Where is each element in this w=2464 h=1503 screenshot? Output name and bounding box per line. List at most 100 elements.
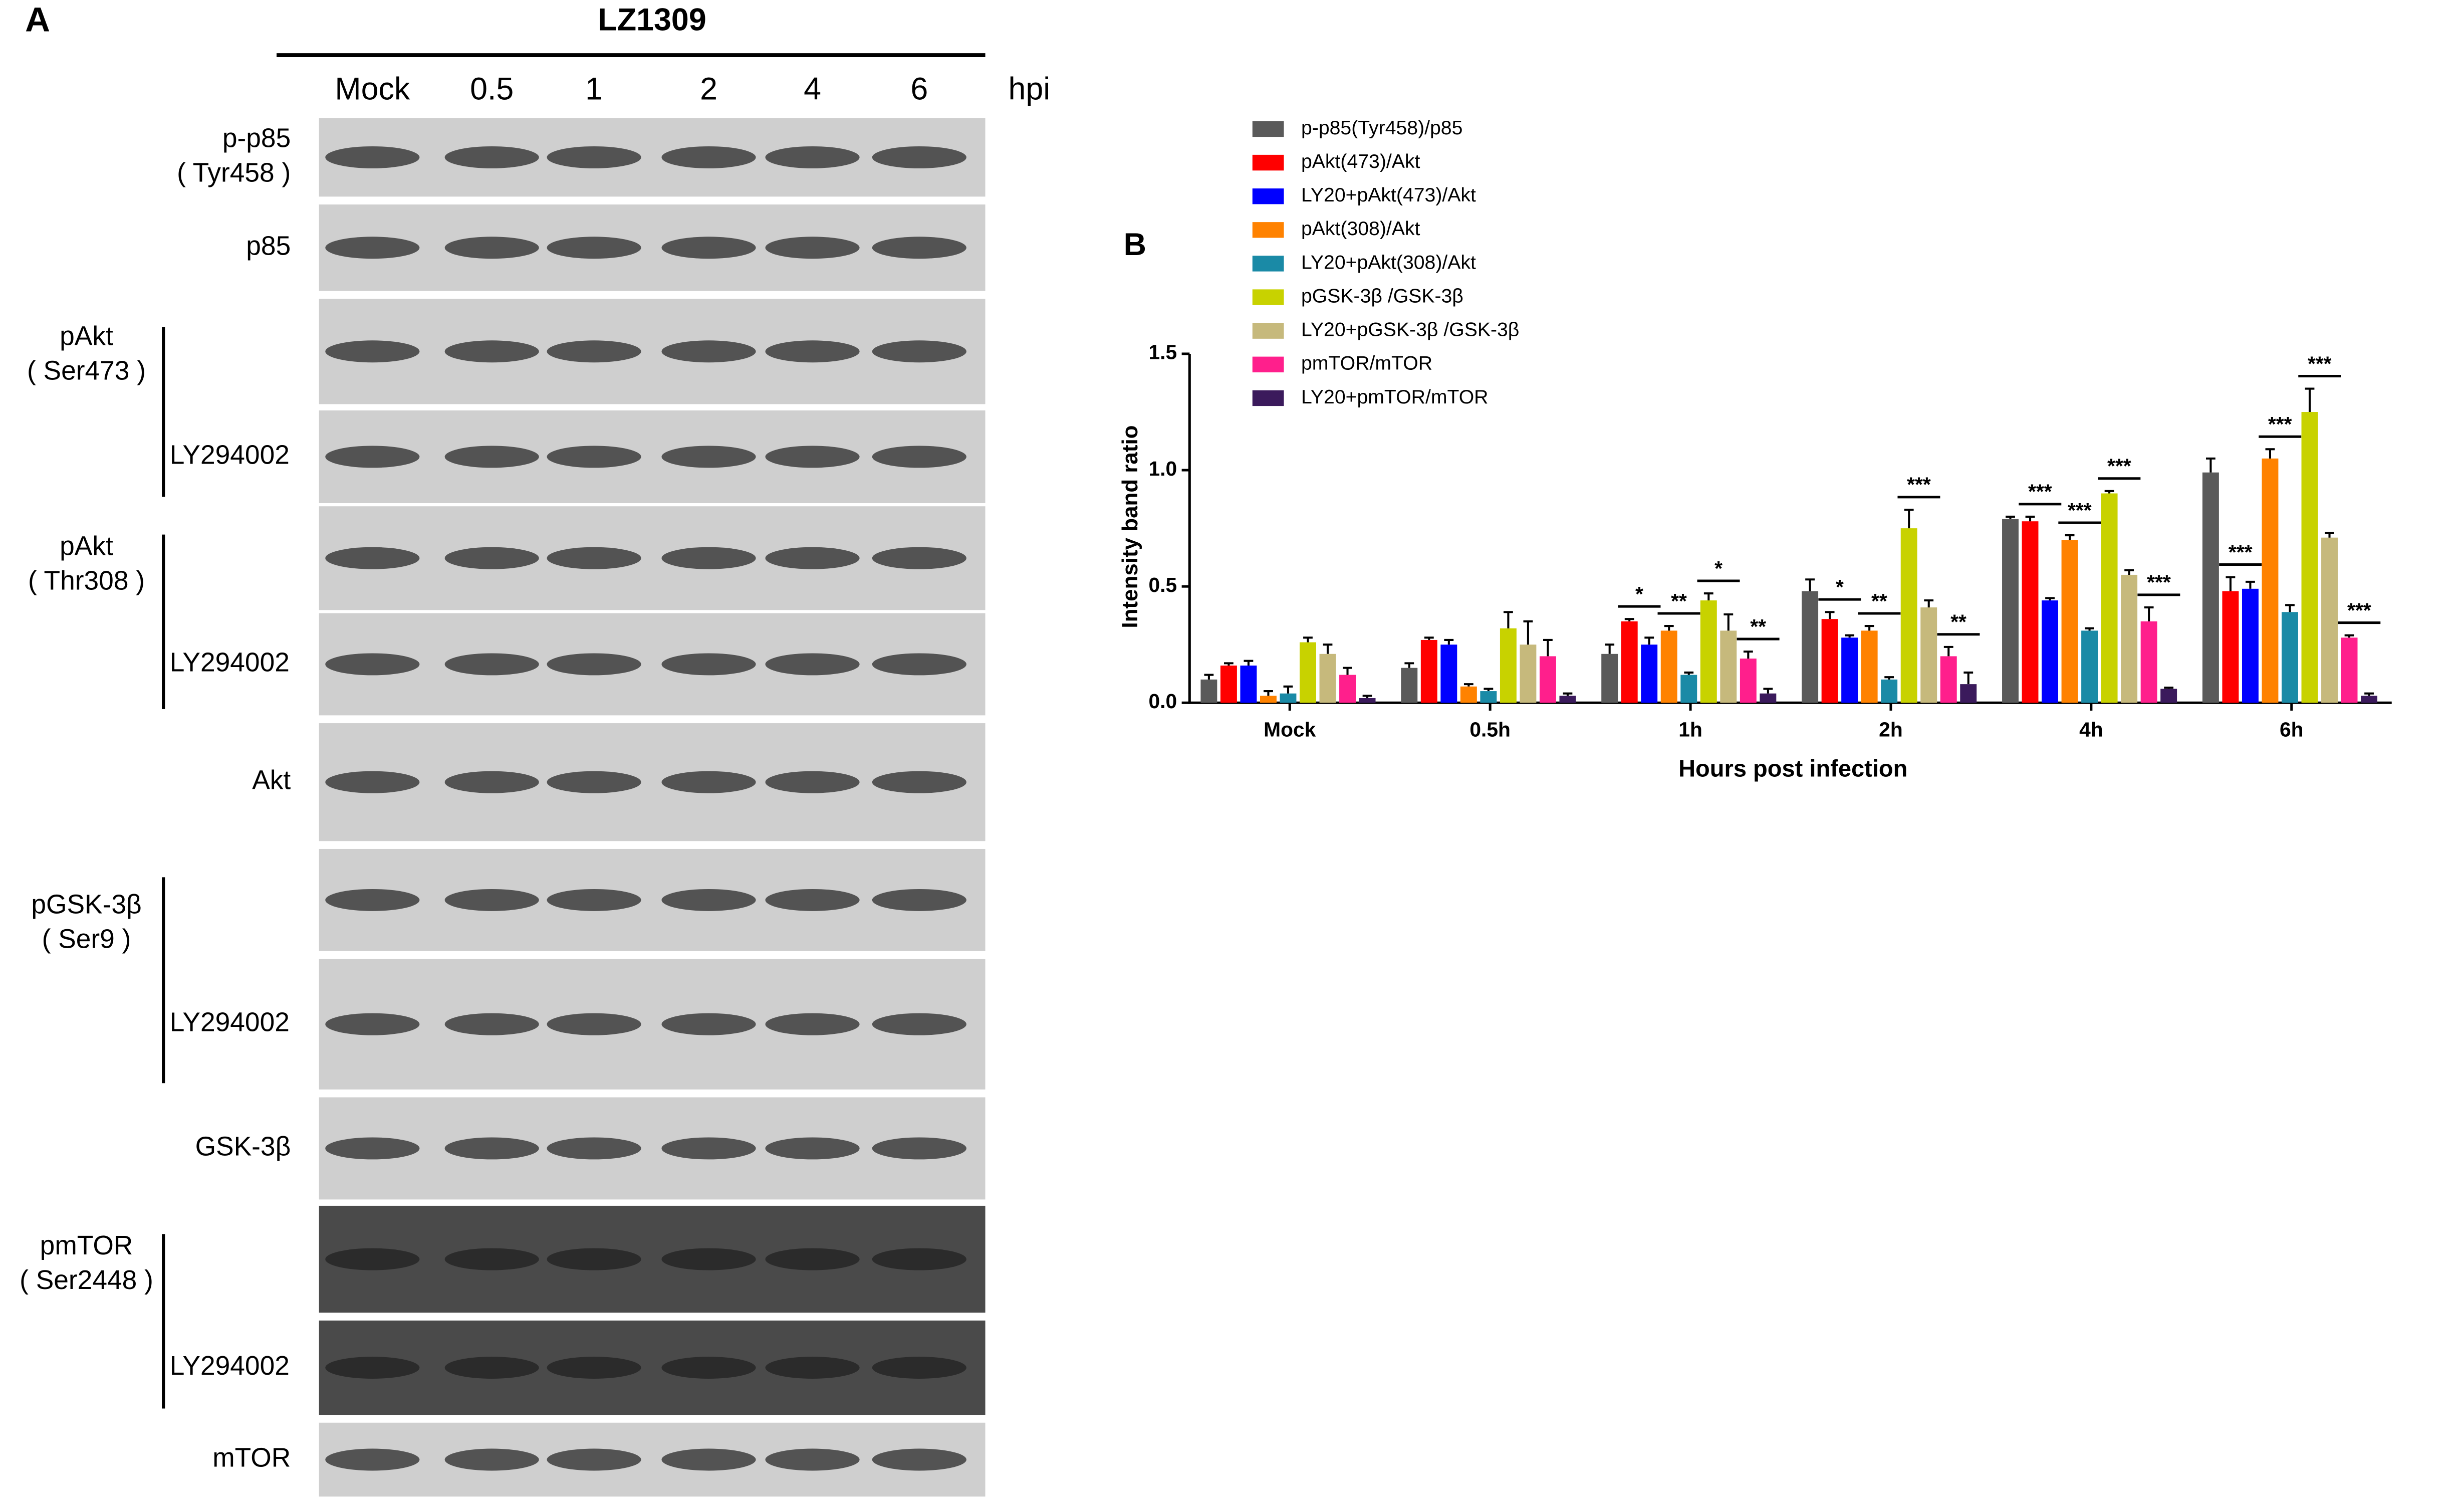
lane-label: 2 (700, 72, 717, 107)
blot-band (547, 889, 641, 911)
error-bar (2104, 490, 2114, 494)
bar (2242, 588, 2259, 703)
panel-label: B (1124, 227, 1146, 262)
blot-band (444, 237, 539, 259)
blot-band (325, 653, 420, 676)
error-bar (1303, 636, 1313, 642)
bar (1760, 693, 1777, 703)
blot-band (661, 340, 756, 363)
blot-band (547, 340, 641, 363)
blot-band (765, 771, 860, 793)
bar (1200, 679, 1217, 703)
error-bar (1224, 662, 1234, 666)
blot-band (444, 446, 539, 468)
blot-band (661, 446, 756, 468)
protein-label: p85 (246, 231, 291, 261)
error-bar (2045, 597, 2055, 601)
bar (1700, 600, 1717, 703)
bar (1460, 686, 1477, 703)
blot-band (661, 771, 756, 793)
blot-band (325, 446, 420, 468)
error-bar (1884, 676, 1894, 680)
bar (1440, 645, 1457, 703)
y-tick-label: 1.5 (1149, 341, 1177, 364)
significance-label: *** (2268, 412, 2292, 436)
significance-label: *** (1907, 473, 1931, 496)
error-bar (2285, 604, 2295, 612)
error-bar (2085, 627, 2094, 631)
legend-label: p-p85(Tyr458)/p85 (1301, 117, 1462, 139)
bar (1220, 665, 1237, 703)
blot-band (547, 1137, 641, 1160)
lane-label: Mock (335, 72, 410, 107)
error-bar (2006, 515, 2015, 519)
error-bar (1924, 599, 1934, 607)
blot-band (661, 547, 756, 569)
blot-band (325, 1357, 420, 1379)
bar (1621, 621, 1638, 703)
legend-label: pAkt(308)/Akt (1301, 218, 1420, 240)
blot-band (765, 446, 860, 468)
error-bar (1503, 611, 1513, 628)
bar (1500, 628, 1517, 703)
bar (2222, 591, 2239, 703)
error-bar (2025, 515, 2035, 522)
error-bar (1543, 638, 1553, 657)
error-bar (1723, 613, 1734, 631)
legend-swatch (1252, 121, 1284, 137)
blot-band (325, 1013, 420, 1035)
bar (1601, 654, 1618, 703)
blot-band (444, 1357, 539, 1379)
bar (2262, 458, 2279, 703)
bar (2121, 574, 2138, 703)
error-bar (1644, 636, 1654, 645)
legend-label: LY20+pGSK-3β /GSK-3β (1301, 319, 1519, 341)
error-bar (1264, 690, 1273, 696)
x-tick-label: 1h (1678, 718, 1702, 741)
bar (2321, 537, 2338, 703)
blot-band (325, 889, 420, 911)
error-bar (2065, 534, 2075, 540)
legend-label: pmTOR/mTOR (1301, 353, 1432, 374)
legend-swatch (1252, 323, 1284, 339)
bar (1539, 656, 1556, 703)
error-bar (1664, 625, 1674, 631)
bar (1240, 665, 1257, 703)
error-bar (2305, 387, 2315, 412)
significance-label: *** (2107, 455, 2131, 478)
error-bar (1864, 625, 1874, 631)
bar (1359, 698, 1376, 703)
panel-label: A (25, 0, 50, 39)
legend-label: LY20+pmTOR/mTOR (1301, 386, 1488, 408)
treatment-label: LY294002 (170, 1008, 290, 1037)
error-bar (1845, 634, 1855, 638)
x-tick-label: Mock (1264, 718, 1316, 741)
blot-band (325, 547, 420, 569)
bar (1802, 591, 1819, 703)
panel-b: B Hours post infection Intensity band ra… (1118, 117, 2392, 782)
blot-band (547, 771, 641, 793)
blot-band (325, 1248, 420, 1270)
bar (1420, 639, 1437, 703)
blot-band (444, 889, 539, 911)
y-tick-label: 0.0 (1149, 690, 1177, 713)
blot-band (872, 1248, 966, 1270)
bar (1260, 696, 1277, 703)
protein-label: ( Ser9 ) (42, 925, 131, 954)
bar (1339, 675, 1356, 703)
protein-label: ( Ser2448 ) (20, 1265, 153, 1295)
legend-swatch (1252, 390, 1284, 406)
blot-band (444, 1248, 539, 1270)
blot-band (872, 1013, 966, 1035)
bar (2202, 472, 2219, 703)
error-bar (2246, 580, 2255, 589)
blot-band (547, 1357, 641, 1379)
bar (1821, 619, 1838, 703)
error-bar (1703, 592, 1713, 601)
blot-band (765, 237, 860, 259)
bar (1920, 607, 1937, 703)
error-bar (1484, 688, 1494, 692)
error-bar (1825, 611, 1835, 619)
significance-label: * (1836, 575, 1844, 598)
